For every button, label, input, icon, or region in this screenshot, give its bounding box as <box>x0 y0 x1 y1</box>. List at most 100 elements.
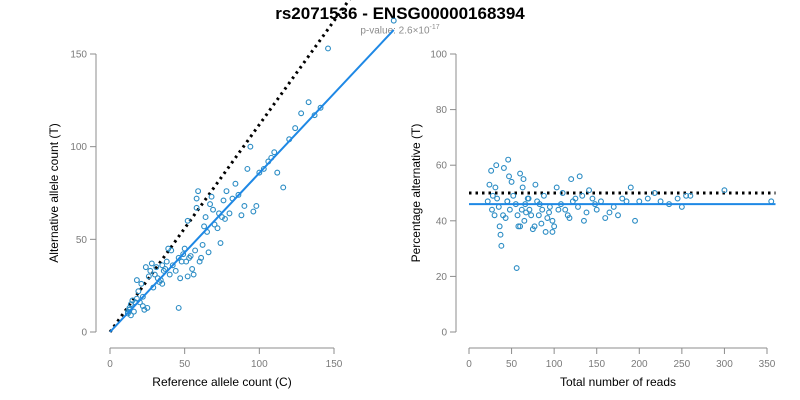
data-point <box>583 209 590 216</box>
data-point <box>619 195 626 202</box>
data-point <box>657 198 664 205</box>
x-tick-label: 0 <box>107 359 113 370</box>
data-point <box>586 187 593 194</box>
data-point <box>207 201 214 208</box>
data-point <box>184 273 191 280</box>
x-axis-label: Reference allele count (C) <box>152 375 291 389</box>
data-point <box>562 206 569 213</box>
data-point <box>525 195 532 202</box>
data-point <box>678 203 685 210</box>
data-point <box>517 223 524 230</box>
data-point <box>521 217 528 224</box>
data-point <box>492 184 499 191</box>
p-value-subtitle: p-value: 2.6×10-17 <box>360 24 440 37</box>
data-point <box>390 17 397 24</box>
y-tick-label: 60 <box>436 161 448 172</box>
data-point <box>576 173 583 180</box>
x-tick-label: 50 <box>179 359 191 370</box>
data-point <box>159 262 166 269</box>
data-point <box>495 203 502 210</box>
data-point <box>153 264 160 271</box>
data-point <box>544 215 551 221</box>
data-point <box>163 258 170 265</box>
data-point <box>175 304 182 311</box>
y-tick-label: 40 <box>436 216 448 227</box>
data-point <box>627 184 634 191</box>
data-point <box>484 198 491 205</box>
y-tick-label: 100 <box>70 142 87 153</box>
data-point <box>260 165 267 172</box>
x-tick-label: 150 <box>326 359 343 370</box>
y-tick-label: 150 <box>70 50 87 61</box>
data-point <box>183 258 190 265</box>
data-point <box>721 187 728 194</box>
data-point <box>514 212 521 219</box>
data-point <box>523 209 529 216</box>
data-point <box>198 254 205 261</box>
data-point <box>506 206 513 213</box>
data-point <box>169 262 176 269</box>
data-point <box>298 110 305 117</box>
data-point <box>531 223 538 230</box>
data-point <box>142 264 149 271</box>
data-point <box>575 203 581 210</box>
data-point <box>127 312 134 319</box>
data-point <box>494 195 501 202</box>
data-point <box>256 169 263 176</box>
data-point <box>493 162 500 169</box>
x-tick-label: 200 <box>631 359 648 370</box>
data-point <box>539 206 546 213</box>
data-point <box>498 242 505 249</box>
data-point <box>559 190 566 196</box>
data-point <box>190 271 197 278</box>
data-point <box>579 192 586 199</box>
data-point <box>532 181 539 188</box>
data-point <box>193 195 200 202</box>
data-point <box>162 266 169 272</box>
x-tick-label: 150 <box>588 359 605 370</box>
data-point <box>504 198 511 205</box>
data-point <box>201 223 208 230</box>
data-point <box>133 295 140 302</box>
x-tick-label: 0 <box>466 359 472 370</box>
data-point <box>193 204 200 211</box>
data-point <box>210 206 216 213</box>
data-point <box>602 215 609 221</box>
data-point <box>250 208 257 215</box>
reference-line <box>108 0 351 333</box>
data-point <box>292 125 299 132</box>
data-point <box>325 45 331 52</box>
data-point <box>580 217 587 224</box>
data-point <box>593 206 600 213</box>
data-point <box>148 260 155 267</box>
data-point <box>549 228 556 235</box>
data-point <box>147 267 154 274</box>
data-point <box>223 188 230 195</box>
data-point <box>540 192 547 199</box>
data-point <box>572 195 579 202</box>
data-point <box>130 308 137 315</box>
data-point <box>187 253 194 259</box>
y-tick-label: 100 <box>430 50 447 61</box>
x-tick-label: 300 <box>716 359 733 370</box>
data-point <box>232 180 239 187</box>
x-tick-label: 250 <box>674 359 691 370</box>
data-point <box>168 247 175 254</box>
data-point <box>189 266 196 272</box>
data-point <box>238 212 245 219</box>
data-point <box>623 198 630 205</box>
data-point <box>528 212 535 219</box>
data-point <box>615 212 621 219</box>
data-point <box>497 231 504 238</box>
data-point <box>144 304 151 311</box>
y-tick-label: 20 <box>436 272 448 283</box>
x-axis-label: Total number of reads <box>560 375 676 389</box>
data-point <box>510 192 517 199</box>
data-point <box>202 214 209 221</box>
data-point <box>489 206 495 213</box>
data-point <box>271 149 278 156</box>
data-point <box>506 173 512 180</box>
data-point <box>220 197 227 204</box>
y-tick-label: 80 <box>436 105 448 116</box>
